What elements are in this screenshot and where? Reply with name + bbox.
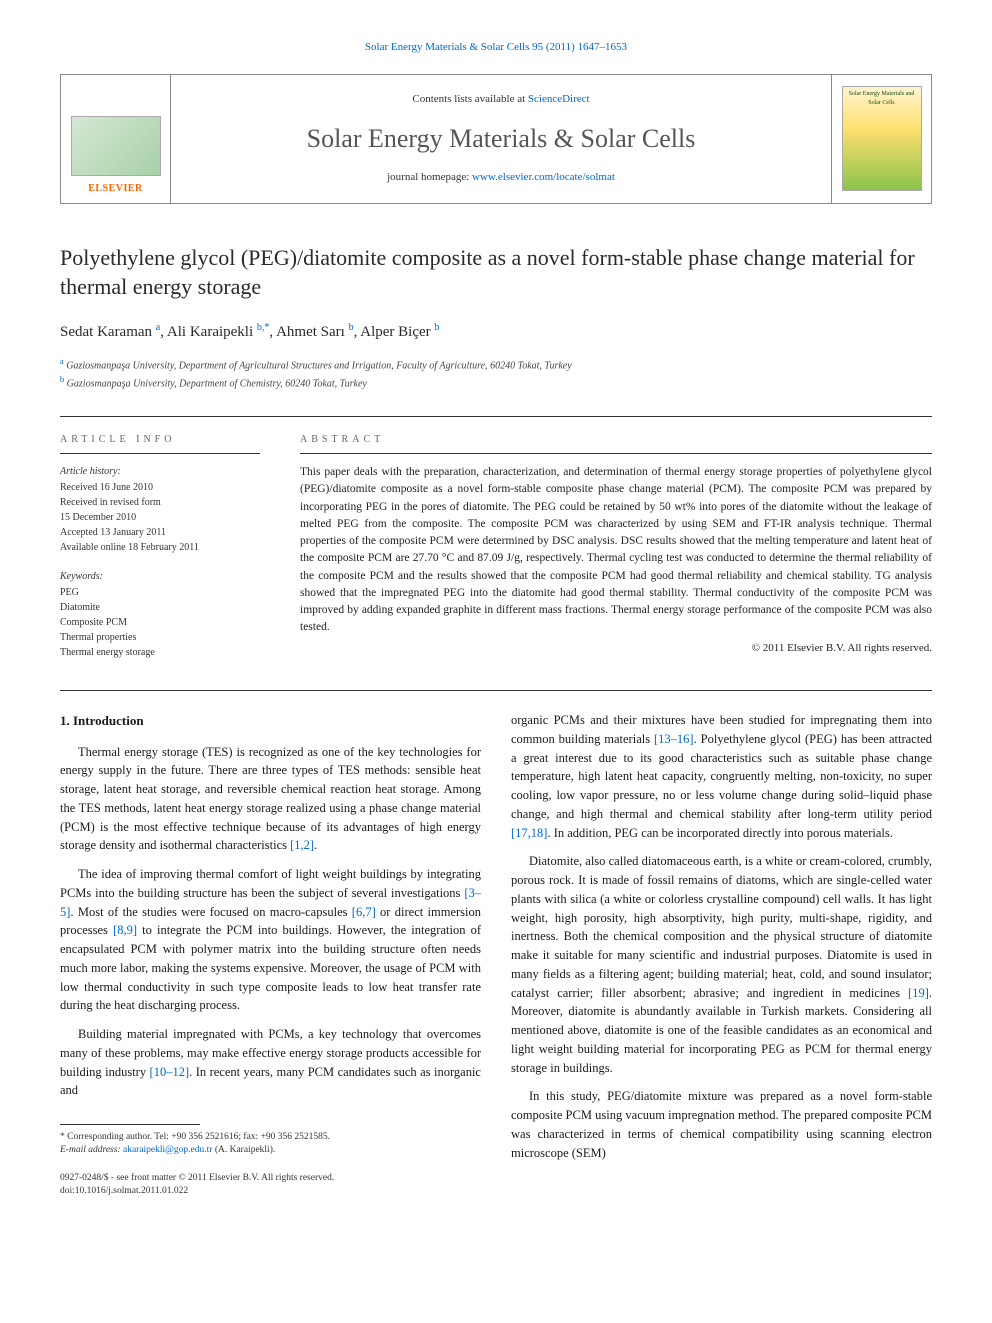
corresponding-line: * Corresponding author. Tel: +90 356 252… bbox=[60, 1131, 481, 1144]
abstract-column: ABSTRACT This paper deals with the prepa… bbox=[300, 433, 932, 661]
section-heading: 1. Introduction bbox=[60, 711, 481, 731]
doi-line: doi:10.1016/j.solmat.2011.01.022 bbox=[60, 1185, 481, 1198]
author-list: Sedat Karaman a, Ali Karaipekli b,*, Ahm… bbox=[60, 321, 932, 344]
body-paragraph: Thermal energy storage (TES) is recogniz… bbox=[60, 743, 481, 856]
body-paragraph: Building material impregnated with PCMs,… bbox=[60, 1025, 481, 1100]
body-columns: 1. Introduction Thermal energy storage (… bbox=[60, 690, 932, 1198]
citation-link[interactable]: [8,9] bbox=[113, 923, 137, 937]
citation-link[interactable]: [6,7] bbox=[352, 905, 376, 919]
corresponding-footnote: * Corresponding author. Tel: +90 356 252… bbox=[60, 1131, 481, 1158]
body-column-right: organic PCMs and their mixtures have bee… bbox=[511, 711, 932, 1198]
citation-link[interactable]: [17,18] bbox=[511, 826, 547, 840]
history-line: 15 December 2010 bbox=[60, 510, 260, 525]
cover-cell: Solar Energy Materials and Solar Cells bbox=[831, 75, 931, 203]
citation-link[interactable]: [13–16] bbox=[654, 732, 694, 746]
affiliation-line: a Gaziosmanpaşa University, Department o… bbox=[60, 356, 932, 374]
abstract-label: ABSTRACT bbox=[300, 433, 932, 455]
journal-masthead: ELSEVIER Contents lists available at Sci… bbox=[60, 74, 932, 204]
meta-row: ARTICLE INFO Article history: Received 1… bbox=[60, 416, 932, 661]
keyword-item: PEG bbox=[60, 585, 260, 600]
affiliation-sup: a bbox=[60, 357, 64, 366]
abstract-copyright: © 2011 Elsevier B.V. All rights reserved… bbox=[300, 641, 932, 657]
article-title: Polyethylene glycol (PEG)/diatomite comp… bbox=[60, 244, 932, 301]
email-suffix: (A. Karaipekli). bbox=[215, 1145, 275, 1155]
history-line: Received in revised form bbox=[60, 495, 260, 510]
citation-link[interactable]: [10–12] bbox=[150, 1065, 190, 1079]
journal-cover-thumbnail: Solar Energy Materials and Solar Cells bbox=[842, 86, 922, 191]
article-info-column: ARTICLE INFO Article history: Received 1… bbox=[60, 433, 260, 661]
affiliation-text: Gaziosmanpaşa University, Department of … bbox=[67, 378, 367, 389]
email-line: E-mail address: akaraipekli@gop.edu.tr (… bbox=[60, 1144, 481, 1157]
article-info-label: ARTICLE INFO bbox=[60, 433, 260, 455]
history-line: Accepted 13 January 2011 bbox=[60, 525, 260, 540]
masthead-center: Contents lists available at ScienceDirec… bbox=[171, 75, 831, 203]
header-citation: Solar Energy Materials & Solar Cells 95 … bbox=[60, 40, 932, 56]
publisher-tree-icon bbox=[71, 116, 161, 176]
abstract-text: This paper deals with the preparation, c… bbox=[300, 464, 932, 637]
affiliations: a Gaziosmanpaşa University, Department o… bbox=[60, 356, 932, 392]
article-history: Article history: Received 16 June 2010 R… bbox=[60, 464, 260, 555]
keyword-item: Composite PCM bbox=[60, 615, 260, 630]
bottom-meta: 0927-0248/$ - see front matter © 2011 El… bbox=[60, 1172, 481, 1199]
publisher-logo: ELSEVIER bbox=[88, 182, 143, 197]
affiliation-sup: b bbox=[60, 375, 64, 384]
homepage-line: journal homepage: www.elsevier.com/locat… bbox=[387, 170, 615, 186]
history-line: Available online 18 February 2011 bbox=[60, 540, 260, 555]
body-paragraph: In this study, PEG/diatomite mixture was… bbox=[511, 1087, 932, 1162]
history-head: Article history: bbox=[60, 464, 260, 479]
keyword-item: Thermal energy storage bbox=[60, 645, 260, 660]
email-link[interactable]: akaraipekli@gop.edu.tr bbox=[123, 1145, 212, 1155]
journal-name: Solar Energy Materials & Solar Cells bbox=[307, 120, 696, 158]
body-column-left: 1. Introduction Thermal energy storage (… bbox=[60, 711, 481, 1198]
contents-line: Contents lists available at ScienceDirec… bbox=[412, 92, 589, 108]
footnote-separator bbox=[60, 1124, 200, 1125]
citation-link[interactable]: Solar Energy Materials & Solar Cells 95 … bbox=[365, 41, 627, 53]
body-paragraph: The idea of improving thermal comfort of… bbox=[60, 865, 481, 1015]
citation-link[interactable]: [19] bbox=[908, 986, 929, 1000]
homepage-link[interactable]: www.elsevier.com/locate/solmat bbox=[472, 171, 615, 183]
keywords-block: Keywords: PEG Diatomite Composite PCM Th… bbox=[60, 569, 260, 660]
citation-link[interactable]: [3–5] bbox=[60, 886, 481, 919]
publisher-cell: ELSEVIER bbox=[61, 75, 171, 203]
keywords-head: Keywords: bbox=[60, 569, 260, 584]
page-root: Solar Energy Materials & Solar Cells 95 … bbox=[0, 0, 992, 1248]
issn-line: 0927-0248/$ - see front matter © 2011 El… bbox=[60, 1172, 481, 1185]
sciencedirect-link[interactable]: ScienceDirect bbox=[528, 93, 590, 105]
body-paragraph: Diatomite, also called diatomaceous eart… bbox=[511, 852, 932, 1077]
affiliation-text: Gaziosmanpaşa University, Department of … bbox=[66, 360, 571, 371]
email-label: E-mail address: bbox=[60, 1145, 121, 1155]
contents-prefix: Contents lists available at bbox=[412, 93, 527, 105]
body-paragraph: organic PCMs and their mixtures have bee… bbox=[511, 711, 932, 842]
affiliation-line: b Gaziosmanpaşa University, Department o… bbox=[60, 374, 932, 392]
citation-link[interactable]: [1,2] bbox=[290, 838, 314, 852]
history-line: Received 16 June 2010 bbox=[60, 480, 260, 495]
keyword-item: Diatomite bbox=[60, 600, 260, 615]
homepage-prefix: journal homepage: bbox=[387, 171, 472, 183]
keyword-item: Thermal properties bbox=[60, 630, 260, 645]
